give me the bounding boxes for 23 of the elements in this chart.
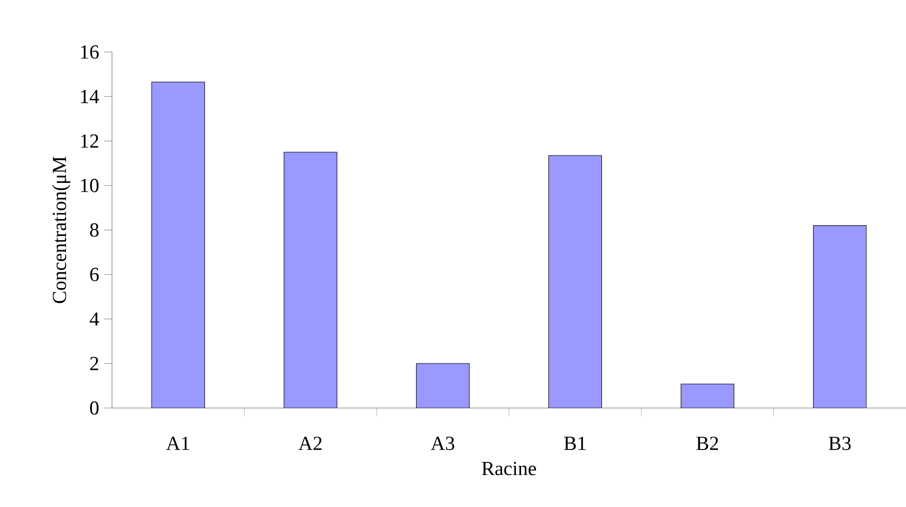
- bar: [416, 363, 470, 408]
- bar: [284, 152, 338, 408]
- x-tick-label: B1: [564, 436, 586, 450]
- y-tick-label: 12: [81, 134, 98, 148]
- y-tick-label: 10: [81, 178, 99, 192]
- y-axis-title: Concentration(μM: [52, 156, 70, 304]
- y-tick-label: 2: [90, 356, 98, 370]
- y-tick-label: 0: [90, 401, 99, 415]
- x-tick-label: B3: [828, 436, 851, 450]
- x-tick-label: A1: [166, 436, 190, 450]
- x-tick-label: A2: [298, 436, 322, 450]
- y-tick-label: 16: [81, 45, 99, 59]
- x-tick-label: B2: [696, 436, 718, 450]
- bar: [151, 82, 205, 408]
- y-tick-label: 8: [90, 223, 99, 237]
- bar: [813, 225, 867, 408]
- y-tick-label: 6: [90, 268, 99, 282]
- bar: [548, 155, 602, 408]
- bar: [680, 384, 734, 408]
- y-tick-label: 14: [81, 90, 99, 104]
- x-axis-title: Racine: [482, 462, 536, 476]
- x-tick-label: A3: [430, 436, 454, 450]
- y-tick-label: 4: [90, 312, 99, 326]
